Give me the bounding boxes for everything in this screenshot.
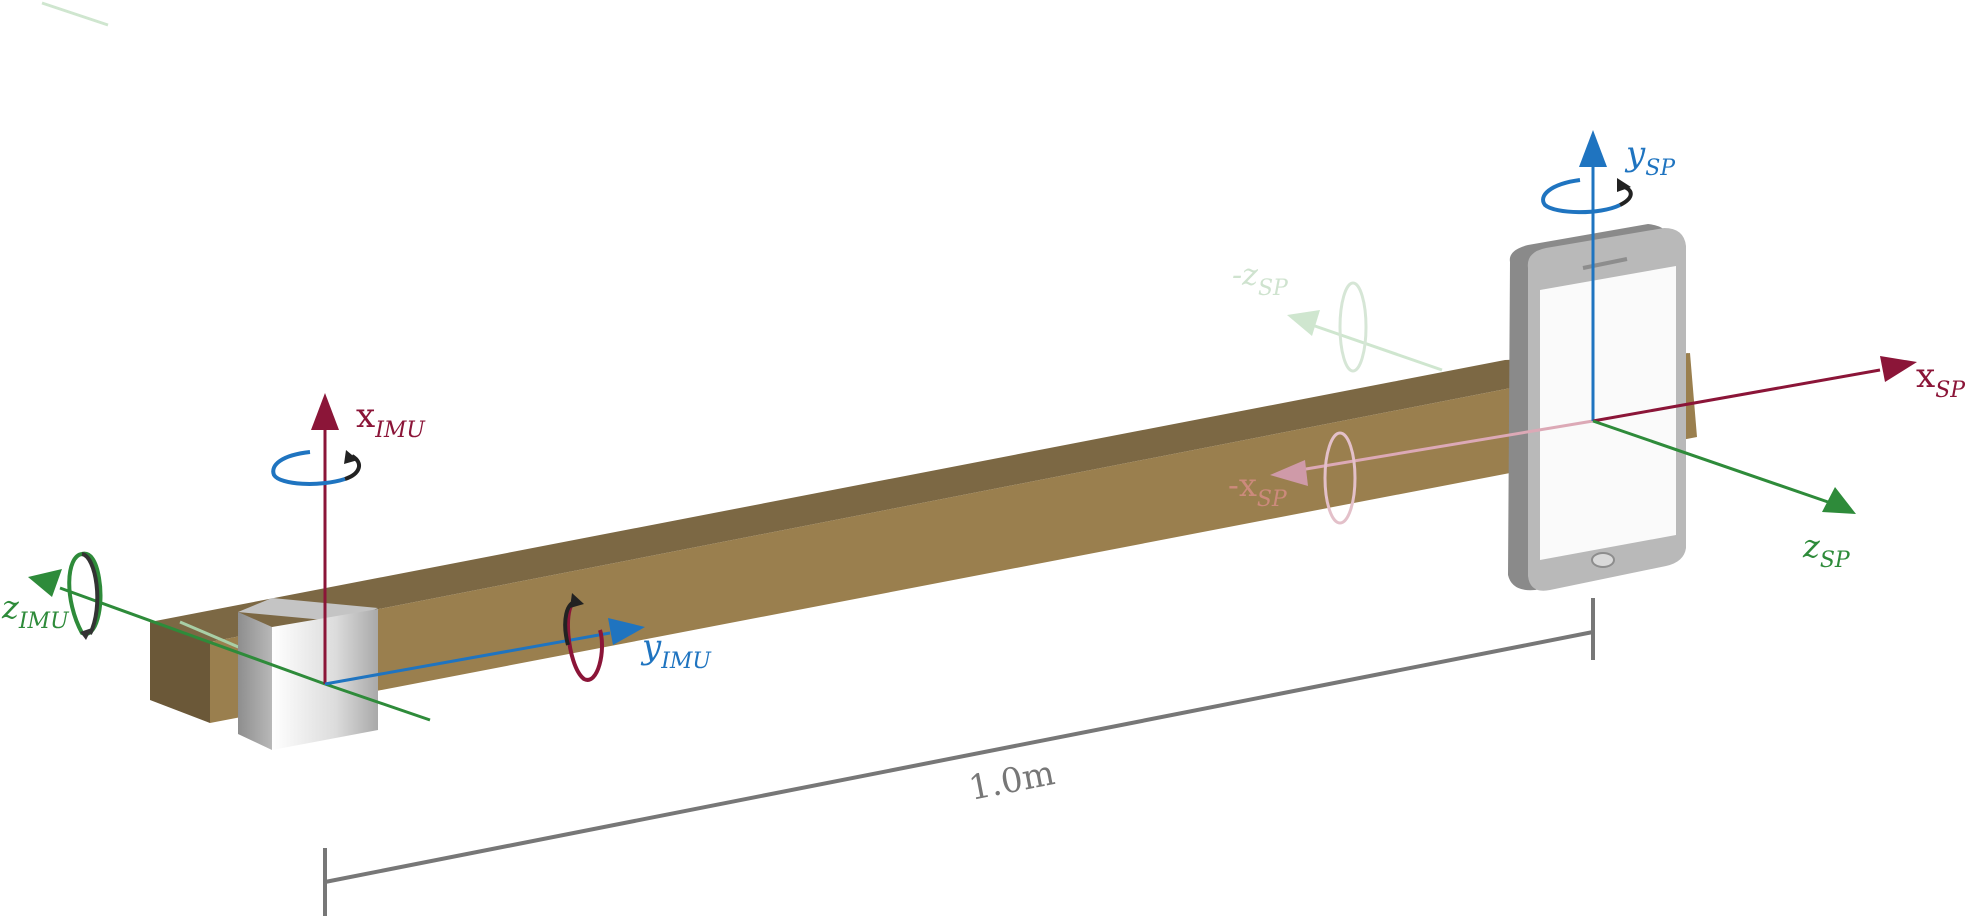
beam-top-face xyxy=(150,353,1690,642)
imu-x-label: xIMU xyxy=(356,396,426,443)
imu-x-rotation-tip xyxy=(344,450,358,464)
imu-x-arrowhead xyxy=(311,393,339,430)
sp-y-arrowhead xyxy=(1579,130,1607,167)
sp-y-label: ySP xyxy=(1624,134,1676,181)
sp-z-arrowhead xyxy=(1822,487,1856,514)
imu-y-rotation-tip xyxy=(570,593,584,608)
imu-z-label: zIMU xyxy=(1,588,70,634)
imu-z-axis xyxy=(59,586,326,686)
sp-neg-z-arrowhead xyxy=(1287,310,1320,336)
sp-x-axis xyxy=(1592,368,1881,423)
imu-y-label: yIMU xyxy=(640,627,712,674)
beam-end-face xyxy=(150,622,210,723)
imu-z-rotation-dark xyxy=(81,552,100,635)
sp-neg-x-label: -xSP xyxy=(1228,466,1288,512)
sp-neg-x-axis xyxy=(1299,419,1594,472)
sp-z-label: zSP xyxy=(1802,527,1851,573)
imu-frame xyxy=(28,393,645,722)
smartphone-frame xyxy=(1270,130,1917,525)
phone-home-button xyxy=(1591,552,1615,568)
imu-y-axis xyxy=(324,631,611,686)
sp-neg-z-rotation-icon xyxy=(1338,281,1368,373)
smartphone xyxy=(1508,224,1686,591)
imu-y-rotation-icon xyxy=(566,599,605,682)
imu-y-arrowhead xyxy=(608,618,645,645)
phone-speaker xyxy=(1582,257,1628,270)
dimension-label: 1.0m xyxy=(966,753,1058,809)
phone-screen xyxy=(1540,266,1676,560)
imu-z-axis-tail xyxy=(324,682,431,722)
imu-x-rotation-icon xyxy=(271,450,346,486)
sp-y-rotation-icon xyxy=(1541,178,1621,215)
sp-x-label: xSP xyxy=(1916,356,1965,403)
sp-neg-x-rotation-icon xyxy=(1323,431,1357,525)
sp-neg-x-arrowhead xyxy=(1270,460,1308,486)
sp-y-rotation-tip xyxy=(1617,178,1631,192)
sp-x-arrowhead xyxy=(1880,356,1917,382)
beam-front-face xyxy=(210,353,1697,723)
imu-box-side xyxy=(238,612,272,750)
wooden-beam xyxy=(150,353,1697,723)
sp-z-axis xyxy=(1592,419,1829,504)
stray-mark xyxy=(41,1,109,27)
imu-z-arrowhead xyxy=(28,569,62,597)
sp-neg-z-axis xyxy=(1311,323,1443,372)
sp-neg-z-label: -zSP xyxy=(1232,258,1289,301)
imu-z-rotation-tip xyxy=(80,628,92,640)
dimension-line xyxy=(324,630,1594,884)
